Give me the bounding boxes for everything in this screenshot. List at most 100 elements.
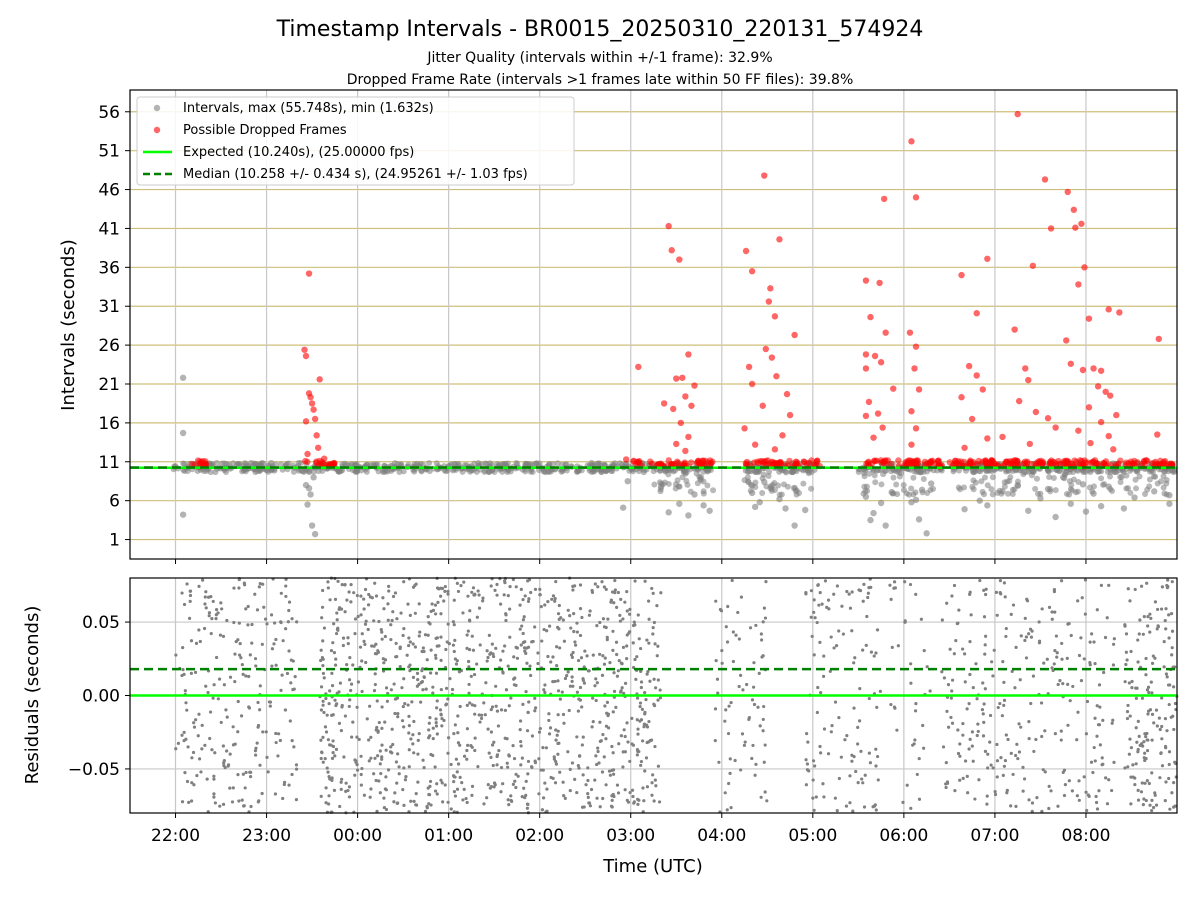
interval-point <box>893 482 899 488</box>
residual-point <box>225 619 228 622</box>
residual-point <box>192 751 195 754</box>
residual-point <box>424 633 427 636</box>
residual-point <box>569 789 572 792</box>
dropped-frame-point <box>772 446 778 452</box>
residual-point <box>473 749 476 752</box>
residual-point <box>387 589 390 592</box>
residual-point <box>656 645 659 648</box>
residual-point <box>522 787 525 790</box>
x-tick-label: 22:00 <box>151 826 200 846</box>
residual-point <box>577 709 580 712</box>
residual-point <box>571 588 574 591</box>
residual-point <box>520 624 523 627</box>
residual-point <box>819 751 822 754</box>
residual-point <box>558 618 561 621</box>
residual-point <box>851 590 854 593</box>
residual-point <box>626 740 629 743</box>
residual-point <box>999 592 1002 595</box>
residual-point <box>1002 681 1005 684</box>
residual-point <box>269 705 272 708</box>
residual-point <box>407 636 410 639</box>
residual-point <box>499 790 502 793</box>
residual-point <box>455 662 458 665</box>
residual-point <box>449 763 452 766</box>
residual-point <box>516 657 519 660</box>
residual-point <box>406 603 409 606</box>
y-tick-label: 0.05 <box>82 613 120 633</box>
residual-point <box>1068 779 1071 782</box>
residual-point <box>365 620 368 623</box>
residual-point <box>724 791 727 794</box>
residual-point <box>328 598 331 601</box>
residual-point <box>473 713 476 716</box>
residual-point <box>434 612 437 615</box>
residual-point <box>612 751 615 754</box>
residual-point <box>331 757 334 760</box>
residual-point <box>1006 789 1009 792</box>
interval-point <box>1166 501 1172 507</box>
residual-point <box>628 760 631 763</box>
residual-point <box>595 624 598 627</box>
dropped-frame-point <box>888 461 894 467</box>
residual-point <box>348 656 351 659</box>
residual-point <box>340 781 343 784</box>
residual-point <box>945 710 948 713</box>
residual-point <box>212 775 215 778</box>
y-tick-label: 6 <box>109 492 120 512</box>
interval-point <box>956 484 962 490</box>
residual-point <box>349 583 352 586</box>
residual-point <box>641 739 644 742</box>
residual-point <box>904 619 907 622</box>
dropped-frame-point <box>1080 367 1086 373</box>
residual-point <box>376 699 379 702</box>
residual-point <box>215 608 218 611</box>
residual-point <box>407 703 410 706</box>
residual-point <box>861 781 864 784</box>
residual-point <box>458 744 461 747</box>
residual-point <box>350 735 353 738</box>
residual-point <box>1164 780 1167 783</box>
residual-point <box>456 770 459 773</box>
residual-point <box>1076 711 1079 714</box>
residual-point <box>357 615 360 618</box>
residual-point <box>868 752 871 755</box>
residual-point <box>818 641 821 644</box>
residual-point <box>736 611 739 614</box>
residual-point <box>355 736 358 739</box>
dropped-frame-point <box>913 425 919 431</box>
residual-point <box>1027 720 1030 723</box>
residual-point <box>409 737 412 740</box>
residual-point <box>584 783 587 786</box>
residual-point <box>964 680 967 683</box>
residual-point <box>461 798 464 801</box>
residual-point <box>495 755 498 758</box>
residual-point <box>754 624 757 627</box>
residual-point <box>963 652 966 655</box>
residual-point <box>399 647 402 650</box>
residual-point <box>832 593 835 596</box>
residual-point <box>639 647 642 650</box>
residual-point <box>181 668 184 671</box>
residual-point <box>421 688 424 691</box>
residual-point <box>490 584 493 587</box>
residual-point <box>1152 806 1155 809</box>
residual-point <box>1165 729 1168 732</box>
residual-point <box>277 732 280 735</box>
interval-point <box>889 489 895 495</box>
residual-point <box>366 717 369 720</box>
residual-point <box>418 630 421 633</box>
interval-point <box>861 470 867 476</box>
dropped-frame-point <box>755 460 761 466</box>
residual-point <box>976 734 979 737</box>
residual-point <box>195 774 198 777</box>
chart-subtitle-1: Jitter Quality (intervals within +/-1 fr… <box>426 50 772 66</box>
residual-point <box>1137 748 1140 751</box>
residual-point <box>201 579 204 582</box>
residual-point <box>222 635 225 638</box>
residual-point <box>748 716 751 719</box>
residual-point <box>188 617 191 620</box>
residual-point <box>1024 617 1027 620</box>
residual-point <box>842 632 845 635</box>
